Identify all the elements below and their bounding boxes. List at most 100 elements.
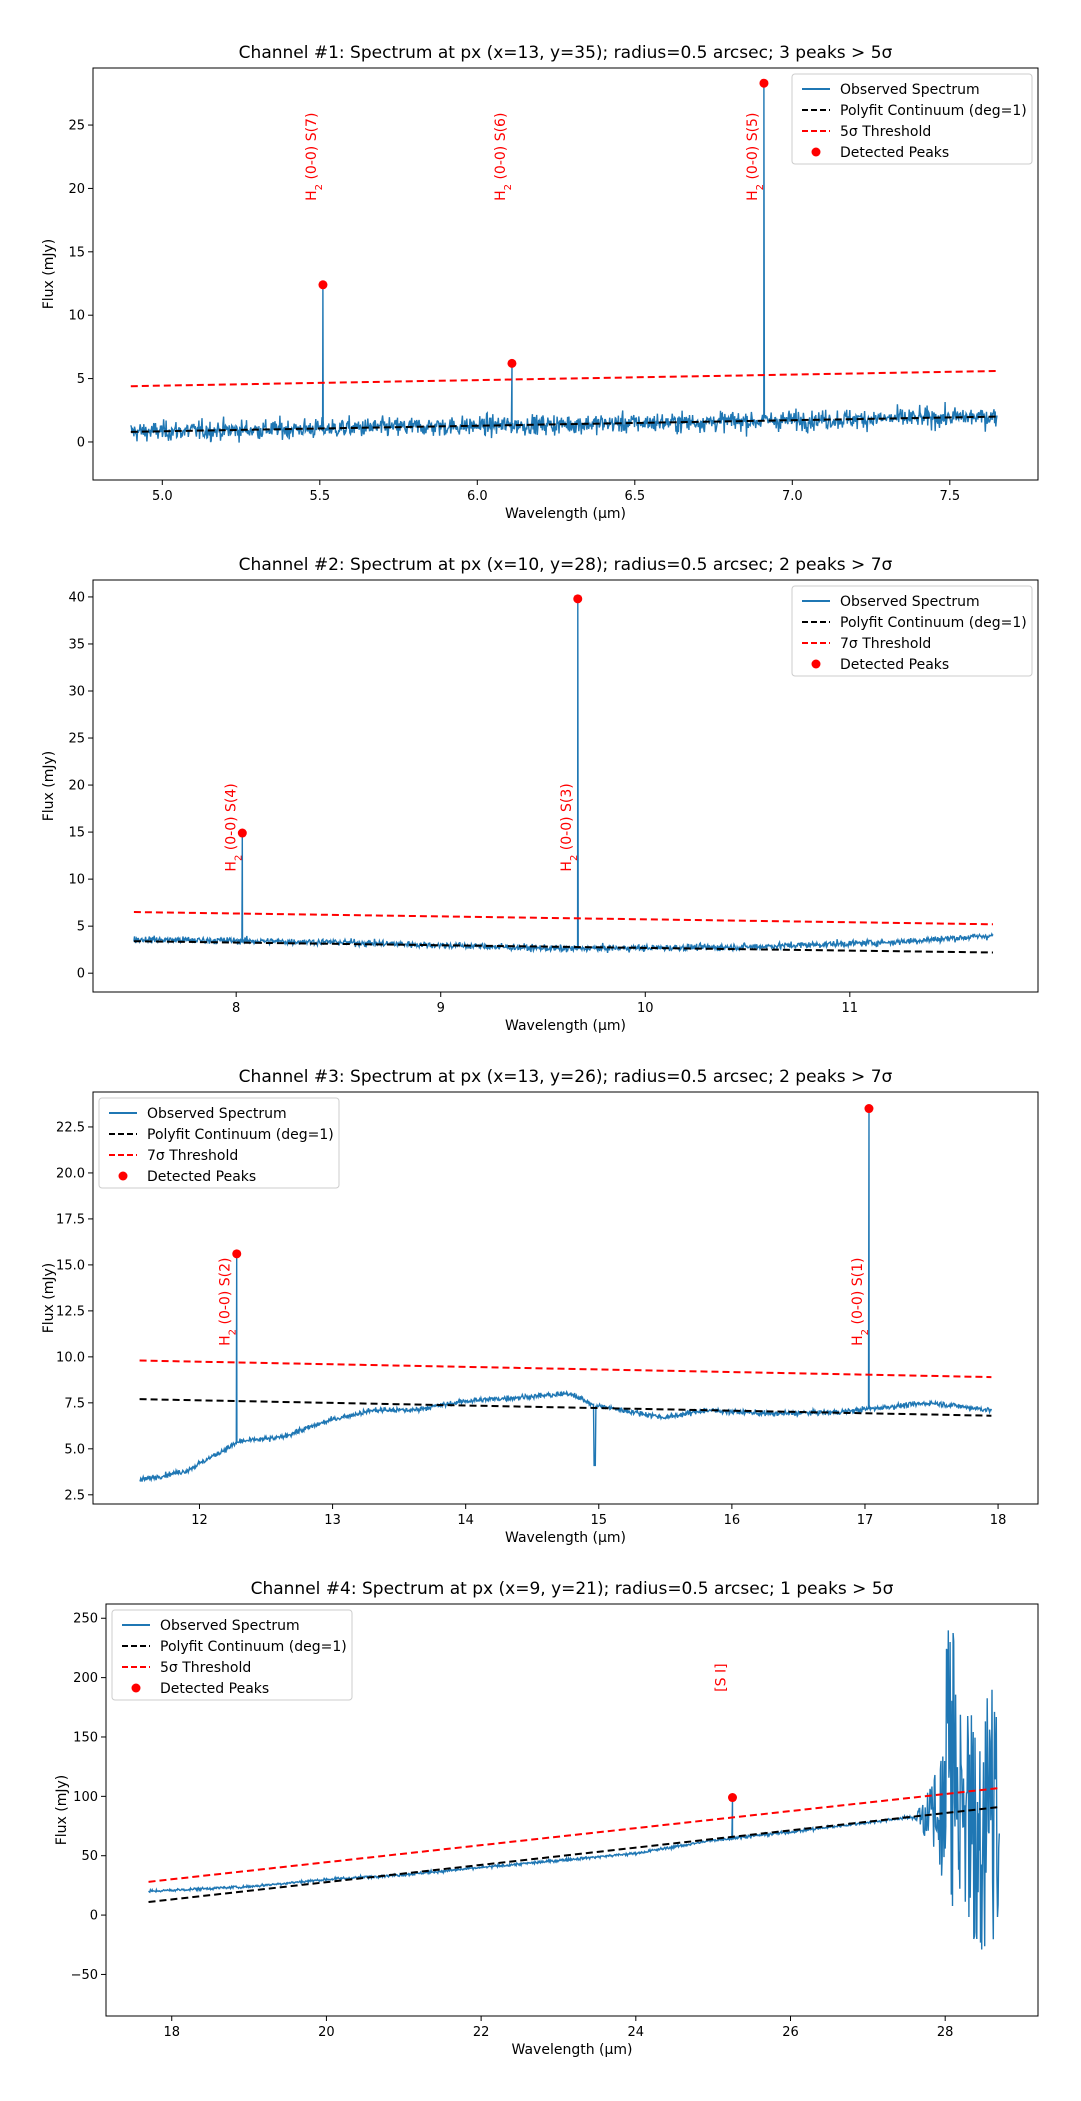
legend: Observed Spectrum Polyfit Continuum (deg=… [111,1609,353,1701]
y-tick-label: 7.5 [64,1396,85,1411]
peak-label-2: H2 (0-0) S(3) [559,783,580,871]
x-tick-label: 15 [591,1513,608,1528]
legend-entry: Polyfit Continuum (deg=1) [840,103,1027,119]
detected-peak-marker [727,1793,737,1803]
y-tick-label: 0 [77,435,85,450]
peak-label-1: [S I] [713,1663,729,1691]
continuum-line [130,415,998,433]
peak-label-3: H2 (0-0) S(5) [745,113,766,201]
chart-panel-2: Channel #2: Spectrum at px (x=10, y=28);… [41,555,1039,1034]
legend-entry: Polyfit Continuum (deg=1) [147,1127,334,1143]
peak-label-subscript: 2 [754,184,765,190]
x-tick-label: 20 [318,2025,335,2040]
y-tick-label: 200 [73,1671,98,1686]
peak-label-subscript: 2 [313,184,324,190]
x-tick-label: 13 [324,1513,341,1528]
peak-label-subscript: 2 [227,1329,238,1335]
observed-spectrum-line [133,598,994,954]
y-tick-label: 10.0 [56,1350,85,1365]
x-tick-label: 5.5 [309,489,330,504]
peak-label-2: H2 (0-0) S(6) [493,113,514,201]
plot-area [139,1104,993,1483]
y-tick-label: 20.0 [56,1166,85,1181]
x-axis-label: Wavelength (μm) [505,1018,626,1034]
chart-title: Channel #2: Spectrum at px (x=10, y=28);… [239,555,893,575]
y-tick-label: 5 [77,920,85,935]
y-tick-label: 50 [81,1849,98,1864]
peak-label-transition: (0-0) S(3) [559,783,575,854]
axes-frame [92,1091,1039,1505]
x-tick-label: 11 [842,1001,859,1016]
y-tick-label: 25 [68,119,85,134]
detected-peak-marker [864,1104,874,1114]
y-tick-label: 22.5 [56,1120,85,1135]
chart-panel-4: Channel #4: Spectrum at px (x=9, y=21); … [54,1579,1039,2058]
legend-entry: 7σ Threshold [147,1148,238,1164]
y-tick-label: 15 [68,826,85,841]
peak-label-subscript: 2 [502,184,513,190]
x-tick-label: 6.5 [624,489,645,504]
legend-entry: 5σ Threshold [840,124,931,140]
detected-peak-marker [507,358,517,368]
peak-label-transition: (0-0) S(5) [745,113,761,184]
detected-peak-marker [237,828,247,838]
peak-label-subscript: 2 [859,1329,870,1335]
plot-area [133,594,994,954]
peak-label-transition: (0-0) S(2) [218,1258,234,1329]
y-tick-label: 30 [68,684,85,699]
axes-frame [105,1603,1039,2017]
y-axis-label: Flux (mJy) [41,239,57,310]
peak-label-2: H2 (0-0) S(1) [850,1258,871,1346]
x-tick-label: 7.0 [782,489,803,504]
legend-entry: Observed Spectrum [840,594,980,610]
threshold-line [130,369,998,388]
y-axis-label: Flux (mJy) [54,1775,70,1846]
legend-swatch-peaks [118,1171,128,1181]
chart-title: Channel #3: Spectrum at px (x=13, y=26);… [239,1067,893,1087]
x-tick-label: 9 [437,1001,445,1016]
peak-label-transition: (0-0) S(7) [304,113,320,184]
peak-label-subscript: 2 [233,855,244,861]
x-tick-label: 18 [163,2025,180,2040]
legend-entry: 5σ Threshold [160,1660,251,1676]
legend: Observed Spectrum Polyfit Continuum (deg=… [98,1097,340,1189]
legend-entry: 7σ Threshold [840,636,931,652]
legend-box [791,73,1033,165]
chart-panel-1: Channel #1: Spectrum at px (x=13, y=35);… [41,43,1039,522]
y-tick-label: 10 [68,309,85,324]
continuum-line [133,940,994,954]
detected-peak-marker [759,78,769,88]
axes-frame [92,579,1039,993]
legend-entry: Polyfit Continuum (deg=1) [840,615,1027,631]
plot-area [148,1630,1000,1950]
legend-swatch-peaks [811,147,821,157]
legend-entry: Detected Peaks [840,145,949,161]
observed-spectrum-line [148,1630,1000,1950]
y-tick-label: 12.5 [56,1304,85,1319]
plot-area [130,78,998,443]
x-tick-label: 6.0 [467,489,488,504]
legend-entry: Observed Spectrum [840,82,980,98]
x-tick-label: 22 [473,2025,490,2040]
legend-box [791,585,1033,677]
y-tick-label: 20 [68,182,85,197]
chart-panel-3: Channel #3: Spectrum at px (x=13, y=26);… [41,1067,1039,1546]
x-axis-label: Wavelength (μm) [505,506,626,522]
chart-title: Channel #1: Spectrum at px (x=13, y=35);… [239,43,893,63]
y-tick-label: 100 [73,1790,98,1805]
x-axis-label: Wavelength (μm) [512,2042,633,2058]
x-tick-label: 28 [937,2025,954,2040]
y-tick-label: 0 [77,967,85,982]
x-tick-label: 26 [782,2025,799,2040]
y-tick-label: 150 [73,1730,98,1745]
y-tick-label: 25 [68,732,85,747]
legend-box [98,1097,340,1189]
x-tick-label: 5.0 [152,489,173,504]
legend-entry: Detected Peaks [160,1681,269,1697]
threshold-line [133,911,994,926]
x-tick-label: 7.5 [939,489,960,504]
observed-spectrum-line [139,1108,993,1483]
y-axis-label: Flux (mJy) [41,1263,57,1334]
legend-entry: Observed Spectrum [160,1618,300,1634]
y-axis-label: Flux (mJy) [41,751,57,822]
